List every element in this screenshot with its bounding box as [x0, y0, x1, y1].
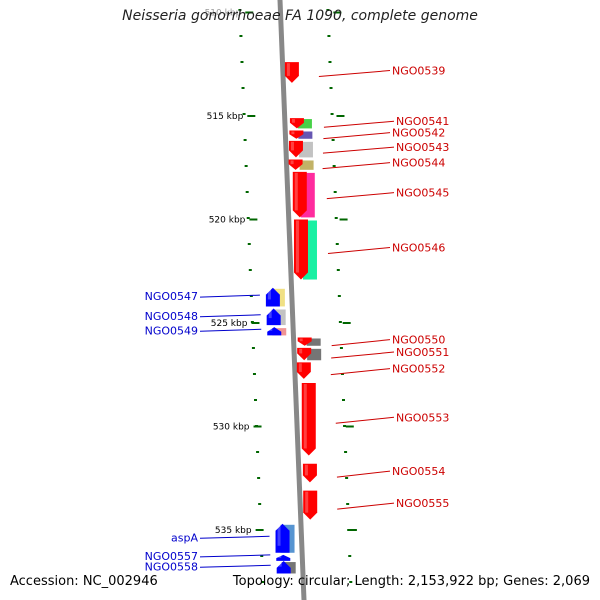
- gene-arrow-shine: [291, 131, 295, 135]
- gene-leader-line: [318, 70, 391, 78]
- gene-label-NGO0545[interactable]: NGO0545: [396, 187, 449, 200]
- gene-arrow-shine: [286, 63, 290, 76]
- topology-text: Topology: circular; Length: 2,153,922 bp…: [232, 574, 590, 589]
- gene-arrow-NGO0543[interactable]: [288, 140, 303, 158]
- gene-arrow-shine: [299, 338, 303, 342]
- gene-leader-line: [330, 368, 391, 376]
- gene-arrow-shine: [269, 328, 273, 331]
- gene-arrow-NGO0544[interactable]: [288, 159, 303, 170]
- gene-arrow-NGO0555[interactable]: [303, 490, 318, 520]
- gene-label-NGO0539[interactable]: NGO0539: [392, 65, 445, 78]
- gene-leader-line: [199, 564, 271, 568]
- gene-arrow-shine: [298, 363, 302, 372]
- gene-arrow-shine: [278, 555, 282, 558]
- gene-arrow-aspA[interactable]: [275, 523, 290, 553]
- feature-box-cog-0544: [299, 160, 314, 170]
- gene-arrow-NGO0541[interactable]: [289, 118, 304, 129]
- feature-box-cog-0541: [297, 119, 312, 129]
- gene-arrow-shine: [295, 220, 299, 273]
- gene-leader-line: [199, 294, 260, 298]
- gene-arrow-NGO0551[interactable]: [297, 347, 312, 361]
- scale-label: 535 kbp: [215, 526, 252, 536]
- gene-arrow-shine: [267, 288, 271, 300]
- gene-label-NGO0555[interactable]: NGO0555: [396, 497, 449, 510]
- gene-label-NGO0557[interactable]: NGO0557: [145, 550, 198, 563]
- gene-leader-line: [323, 120, 395, 128]
- gene-arrow-NGO0539[interactable]: [284, 62, 299, 83]
- gene-label-NGO0548[interactable]: NGO0548: [145, 310, 198, 323]
- feature-box-cog-0550: [306, 338, 321, 346]
- scale-label: 530 kbp: [213, 423, 250, 433]
- gene-label-NGO0547[interactable]: NGO0547: [145, 290, 198, 303]
- gene-label-NGO0553[interactable]: NGO0553: [396, 411, 449, 424]
- accession-text: Accession: NC_002946: [10, 574, 158, 589]
- map-title: Neisseria gonorrhoeae FA 1090, complete …: [122, 8, 478, 24]
- gene-leader-line: [199, 554, 271, 558]
- gene-arrow-shine: [290, 160, 294, 165]
- gene-label-aspA[interactable]: aspA: [171, 531, 198, 544]
- gene-arrow-NGO0550[interactable]: [297, 337, 312, 346]
- gene-label-NGO0543[interactable]: NGO0543: [396, 141, 449, 154]
- gene-arrow-shine: [294, 172, 298, 211]
- gene-arrow-shine: [304, 464, 308, 476]
- gene-label-NGO0546[interactable]: NGO0546: [392, 242, 445, 255]
- gene-arrow-NGO0549[interactable]: [267, 327, 282, 336]
- gene-arrow-shine: [303, 384, 307, 449]
- gene-leader-line: [327, 247, 391, 255]
- gene-label-NGO0551[interactable]: NGO0551: [396, 346, 449, 359]
- gene-arrow-NGO0546[interactable]: [293, 219, 308, 280]
- gene-arrow-shine: [290, 141, 294, 151]
- gene-label-NGO0549[interactable]: NGO0549: [145, 324, 198, 337]
- scale-label: 515 kbp: [207, 112, 244, 122]
- gene-arrow-NGO0558[interactable]: [276, 561, 291, 574]
- scale-label: 520 kbp: [209, 216, 246, 226]
- gene-leader-line: [322, 162, 391, 170]
- gene-leader-line: [199, 314, 261, 318]
- gene-arrow-shine: [291, 119, 295, 123]
- gene-arrow-NGO0552[interactable]: [296, 362, 311, 379]
- gene-leader-line: [331, 351, 395, 359]
- gene-label-NGO0544[interactable]: NGO0544: [392, 157, 445, 170]
- gene-arrow-shine: [278, 562, 282, 567]
- gene-arrow-NGO0542[interactable]: [289, 130, 304, 139]
- gene-leader-line: [337, 502, 395, 510]
- gene-arrow-NGO0557[interactable]: [276, 554, 291, 561]
- gene-arrow-NGO0554[interactable]: [302, 463, 317, 483]
- feature-box-cog-0542: [298, 131, 313, 139]
- gene-arrow-NGO0545[interactable]: [292, 171, 307, 218]
- gene-leader-line: [326, 192, 395, 200]
- gene-arrow-shine: [277, 524, 281, 546]
- scale-label: 525 kbp: [211, 319, 248, 329]
- gene-leader-line: [322, 146, 395, 154]
- gene-leader-line: [199, 535, 270, 539]
- gene-label-NGO0554[interactable]: NGO0554: [392, 465, 445, 478]
- gene-label-NGO0558[interactable]: NGO0558: [145, 560, 198, 573]
- gene-arrow-NGO0547[interactable]: [265, 287, 280, 307]
- gene-arrow-shine: [305, 491, 309, 513]
- gene-label-NGO0550[interactable]: NGO0550: [392, 334, 445, 347]
- gene-arrow-shine: [268, 309, 272, 319]
- genome-backbone: [277, 0, 307, 600]
- gene-leader-line: [335, 416, 395, 424]
- gene-leader-line: [323, 132, 391, 140]
- gene-label-NGO0552[interactable]: NGO0552: [392, 363, 445, 376]
- gene-leader-line: [336, 470, 391, 478]
- scale-label: 510 kbp: [205, 9, 242, 19]
- gene-label-NGO0541[interactable]: NGO0541: [396, 115, 449, 128]
- gene-arrow-NGO0548[interactable]: [266, 308, 281, 326]
- gene-leader-line: [331, 339, 391, 347]
- gene-leader-line: [199, 328, 262, 332]
- gene-arrow-shine: [299, 348, 303, 354]
- gene-arrow-NGO0553[interactable]: [301, 383, 316, 456]
- feature-box-cog-0551: [307, 348, 322, 361]
- gene-label-NGO0542[interactable]: NGO0542: [392, 127, 445, 140]
